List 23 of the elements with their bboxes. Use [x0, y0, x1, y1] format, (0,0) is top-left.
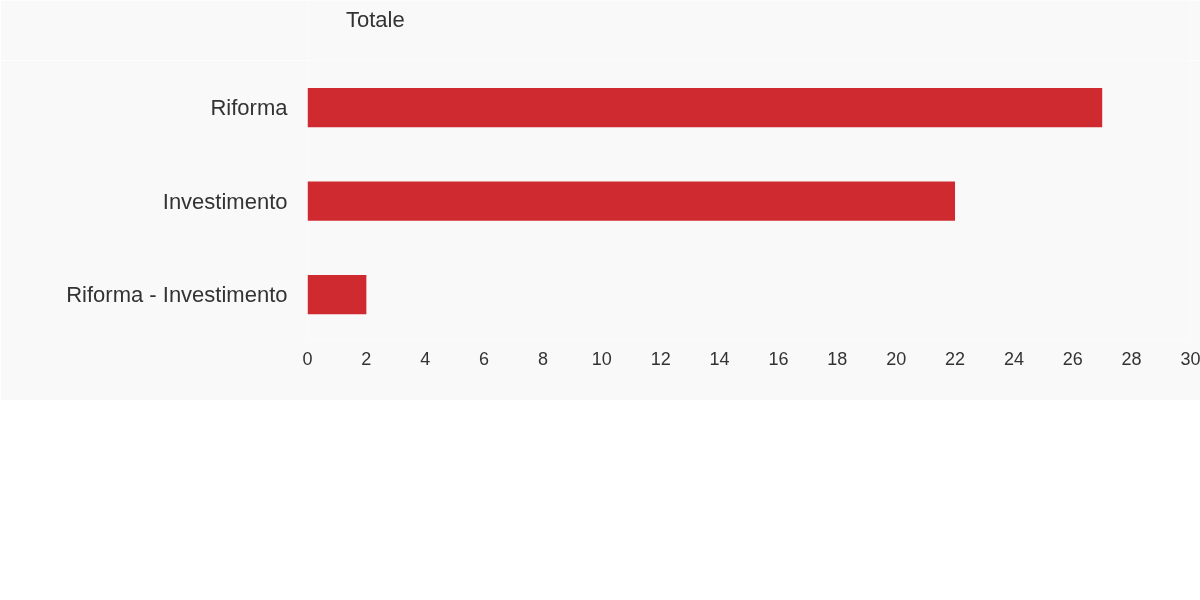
x-tick-label: 0: [302, 348, 313, 369]
x-tick-label: 8: [537, 348, 548, 369]
y-tick-label: Investimento: [162, 188, 288, 214]
x-tick-label: 18: [827, 348, 848, 369]
x-tick-label: 2: [361, 348, 372, 369]
x-tick-label: 20: [886, 348, 907, 369]
x-tick-label: 30: [1180, 348, 1200, 369]
x-tick-label: 24: [1003, 348, 1024, 369]
x-tick-label: 26: [1062, 348, 1083, 369]
bar: [307, 88, 1103, 128]
x-tick-label: 10: [591, 348, 612, 369]
bar: [307, 275, 367, 315]
y-tick-label: Riforma: [210, 95, 289, 121]
text: Totale: [346, 7, 405, 33]
x-tick-label: 12: [650, 348, 671, 369]
y-tick-label: Riforma - Investimento: [66, 282, 288, 308]
bar: [307, 181, 956, 221]
x-tick-label: 4: [420, 348, 431, 369]
x-tick-label: 6: [479, 348, 490, 369]
x-tick-label: 14: [709, 348, 730, 369]
x-tick-label: 16: [768, 348, 789, 369]
x-tick-label: 22: [945, 348, 966, 369]
x-tick-label: 28: [1121, 348, 1142, 369]
